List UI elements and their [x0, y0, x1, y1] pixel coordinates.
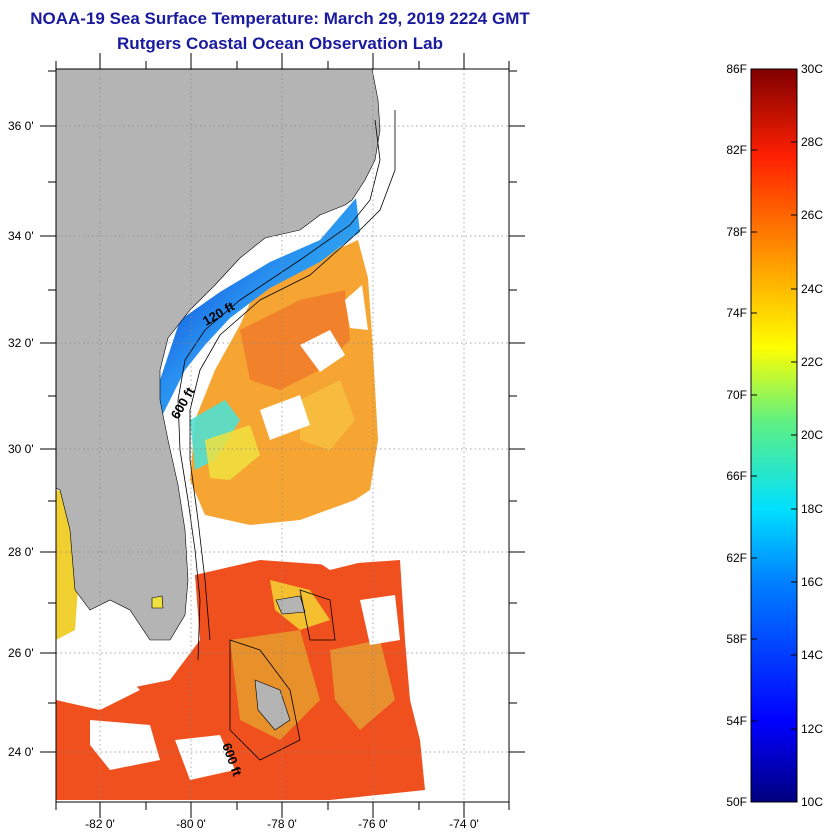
lat-tick-label: 30 0': [8, 442, 34, 456]
lake-okeechobee: [151, 595, 164, 609]
colorbar-label-c: 20C: [801, 428, 823, 442]
lon-tick-label: -76 0': [358, 817, 388, 831]
lon-tick-label: -74 0': [449, 817, 479, 831]
sst-yellow-patch: [300, 380, 355, 450]
contour-bank: [299, 589, 336, 641]
cloud-gap: [360, 595, 400, 645]
colorbar-label-c: 28C: [801, 135, 823, 149]
map-subtitle: Rutgers Coastal Ocean Observation Lab: [117, 34, 443, 53]
colorbar-label-c: 26C: [801, 208, 823, 222]
lat-tick-label: 36 0': [8, 119, 34, 133]
lat-axis: 36 0' 34 0' 32 0' 30 0' 28 0' 26 0' 24 0…: [8, 70, 525, 759]
lat-tick-label: 26 0': [8, 646, 34, 660]
colorbar-label-c: 12C: [801, 722, 823, 736]
bathymetry-contours: [177, 110, 396, 761]
lat-tick-label: 32 0': [8, 336, 34, 350]
sst-cool-patch: [190, 400, 240, 470]
colorbar-label-f: 78F: [726, 225, 747, 239]
sst-yellow-shelf: [205, 425, 260, 480]
sst-bank-orange: [230, 630, 320, 740]
lon-tick-label: -78 0': [267, 817, 297, 831]
colorbar-label-f: 74F: [726, 306, 747, 320]
sst-coastal-cold-band: [140, 198, 360, 440]
cloud-gap: [175, 735, 235, 780]
colorbar-label-f: 86F: [726, 62, 747, 76]
lat-tick-label: 24 0': [8, 745, 34, 759]
colorbar-label-c: 14C: [801, 648, 823, 662]
us-east-coast-land: [56, 69, 381, 641]
lat-tick-label: 34 0': [8, 229, 34, 243]
cloud-gap: [56, 650, 140, 710]
lon-axis: -82 0' -80 0' -78 0' -76 0' -74 0': [55, 53, 510, 831]
contour-600ft: [189, 110, 396, 641]
map-panel: 120 ft 600 ft 600 ft: [56, 69, 509, 802]
cloud-gap: [260, 395, 310, 440]
sst-orange-east: [330, 640, 395, 730]
land-layer: [56, 69, 381, 731]
lon-tick-label: -82 0': [85, 817, 115, 831]
map-title: NOAA-19 Sea Surface Temperature: March 2…: [30, 9, 530, 28]
cloud-gap: [90, 720, 160, 770]
colorbar-label-c: 16C: [801, 575, 823, 589]
cloud-gap: [300, 330, 345, 372]
graticule: [56, 69, 509, 802]
colorbar-label-c: 18C: [801, 502, 823, 516]
lat-tick-label: 28 0': [8, 545, 34, 559]
colorbar-label-c: 22C: [801, 355, 823, 369]
colorbar-gradient: [750, 68, 798, 803]
lon-tick-label: -80 0': [176, 817, 206, 831]
colorbar-label-c: 10C: [801, 795, 823, 809]
bahamas-island: [254, 679, 291, 731]
sst-data-layer: [56, 198, 425, 800]
colorbar-label-f: 70F: [726, 388, 747, 402]
colorbar-label-f: 58F: [726, 632, 747, 646]
colorbar-label-c: 24C: [801, 282, 823, 296]
colorbar-label-f: 62F: [726, 551, 747, 565]
contour-120ft: [177, 119, 381, 661]
colorbar-label-f: 66F: [726, 469, 747, 483]
colorbar-label-f: 82F: [726, 143, 747, 157]
colorbar-label-f: 50F: [726, 795, 747, 809]
colorbar-ticks: [751, 141, 797, 730]
cloud-gap: [345, 285, 368, 330]
cloud-gap: [300, 515, 370, 570]
colorbar: 86F 82F 78F 74F 70F 66F 62F 58F 54F 50F …: [726, 62, 823, 809]
bahamas-island: [275, 595, 306, 615]
colorbar-label-c: 30C: [801, 62, 823, 76]
colorbar-label-f: 54F: [726, 714, 747, 728]
contour-bank: [229, 639, 301, 761]
